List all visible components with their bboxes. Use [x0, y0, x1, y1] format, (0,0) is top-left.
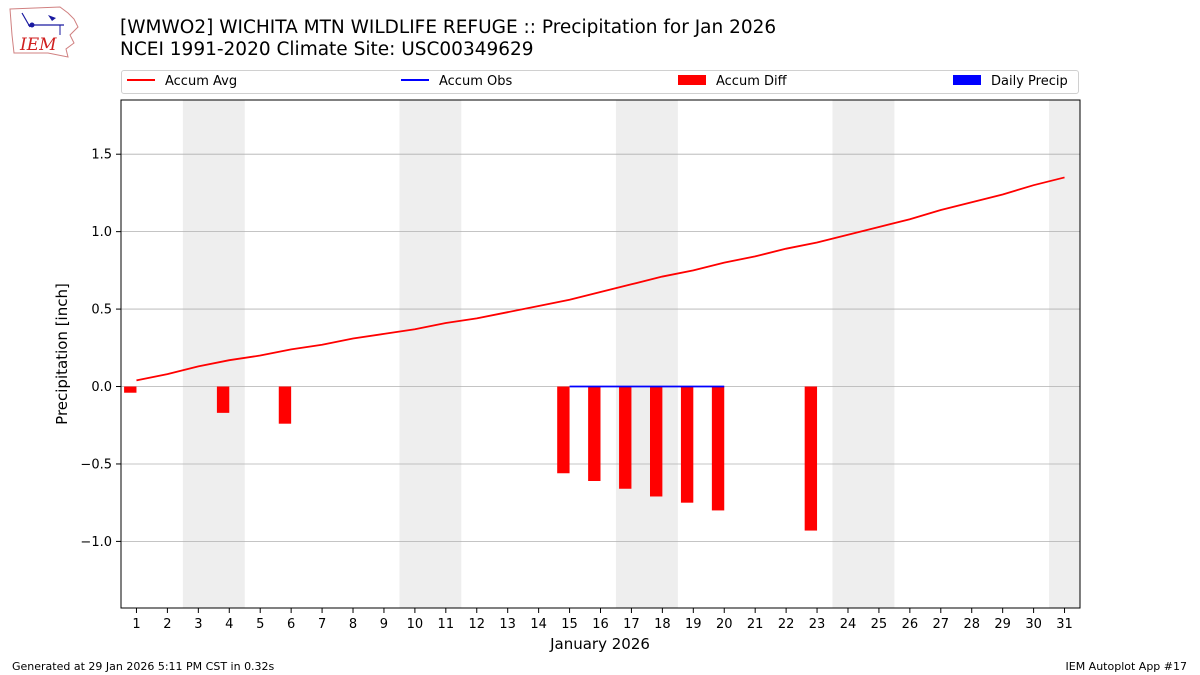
- x-tick-label: 21: [747, 617, 764, 632]
- legend-item-accum-obs: Accum Obs: [401, 74, 512, 89]
- y-tick-label: 0.5: [91, 303, 112, 318]
- y-tick-label: 1.0: [91, 225, 112, 240]
- footer-app: IEM Autoplot App #17: [1065, 660, 1188, 673]
- y-tick-label: 0.0: [91, 380, 112, 395]
- x-axis-label: January 2026: [549, 635, 650, 653]
- weekend-shading: [182, 100, 1080, 608]
- bar-accum-diff: [557, 386, 570, 474]
- legend-label-accum-obs: Accum Obs: [439, 74, 513, 89]
- bar-accum-diff: [124, 386, 137, 393]
- chart-subtitle: NCEI 1991-2020 Climate Site: USC00349629: [120, 39, 534, 60]
- legend-label-daily-precip: Daily Precip: [991, 74, 1068, 89]
- x-tick-label: 31: [1056, 617, 1073, 632]
- y-tick-label: −0.5: [80, 457, 112, 472]
- x-tick-label: 16: [592, 617, 609, 632]
- bar-accum-diff: [680, 386, 694, 503]
- bar-accum-diff: [588, 386, 601, 481]
- y-tick-label: −1.0: [80, 535, 112, 550]
- bar-accum-diff: [619, 386, 632, 489]
- x-tick-label: 4: [225, 617, 233, 632]
- x-tick-label: 12: [468, 617, 485, 632]
- weekend-band: [399, 100, 462, 608]
- bar-accum-diff: [649, 386, 663, 497]
- legend-item-accum-avg: Accum Avg: [127, 74, 237, 89]
- legend-swatch-accum-avg: [127, 78, 155, 81]
- x-tick-label: 1: [132, 617, 140, 632]
- y-axis-ticks: −1.0 −0.5 0.0 0.5 1.0 1.5: [80, 148, 121, 550]
- x-tick-label: 14: [530, 617, 547, 632]
- x-tick-label: 23: [809, 617, 826, 632]
- bar-accum-diff: [278, 386, 292, 424]
- series-lines: [136, 176, 1065, 388]
- x-tick-label: 15: [561, 617, 578, 632]
- x-tick-label: 9: [380, 617, 388, 632]
- legend: Accum Avg Accum Obs Accum Diff Daily Pre…: [121, 70, 1079, 94]
- x-tick-label: 6: [287, 617, 295, 632]
- legend-swatch-accum-obs: [401, 78, 429, 81]
- x-tick-label: 22: [778, 617, 795, 632]
- bar-accum-diff: [216, 386, 230, 413]
- legend-swatch-accum-diff: [678, 74, 706, 85]
- x-tick-label: 13: [499, 617, 516, 632]
- x-tick-label: 18: [654, 617, 671, 632]
- legend-item-accum-diff: Accum Diff: [678, 74, 787, 89]
- weekend-band: [615, 100, 678, 608]
- x-tick-label: 8: [349, 617, 357, 632]
- x-tick-label: 28: [963, 617, 980, 632]
- svg-text:IEM: IEM: [19, 35, 57, 55]
- x-tick-label: 17: [623, 617, 640, 632]
- x-tick-label: 30: [1025, 617, 1042, 632]
- line-accum-avg: [136, 176, 1065, 382]
- x-tick-label: 29: [994, 617, 1011, 632]
- chart-title: [WMWO2] WICHITA MTN WILDLIFE REFUGE :: P…: [120, 17, 777, 38]
- x-tick-label: 11: [438, 617, 455, 632]
- accum-diff-bars: [124, 386, 818, 531]
- x-tick-label: 20: [716, 617, 733, 632]
- legend-item-daily-precip: Daily Precip: [953, 74, 1068, 89]
- x-axis-ticks: 1 2 3 4 5 6 7 8 9 10 11 12 13 14 15 16 17 18 19 20 21 22 23 24 2…: [132, 608, 1073, 632]
- bar-accum-diff: [711, 386, 725, 511]
- x-tick-label: 10: [407, 617, 424, 632]
- weekend-band: [832, 100, 895, 608]
- x-tick-label: 7: [318, 617, 326, 632]
- iem-logo: IEM: [9, 6, 79, 58]
- x-tick-label: 3: [194, 617, 202, 632]
- legend-swatch-daily-precip: [953, 74, 981, 85]
- footer-generated: Generated at 29 Jan 2026 5:11 PM CST in …: [12, 660, 275, 673]
- x-tick-label: 26: [902, 617, 919, 632]
- x-tick-label: 27: [933, 617, 950, 632]
- x-tick-label: 24: [840, 617, 857, 632]
- x-tick-label: 25: [871, 617, 888, 632]
- x-tick-label: 19: [685, 617, 702, 632]
- legend-label-accum-diff: Accum Diff: [716, 74, 787, 89]
- y-axis-label: Precipitation [inch]: [53, 283, 71, 425]
- weekend-band: [1049, 100, 1080, 608]
- bar-accum-diff: [804, 386, 818, 531]
- x-tick-label: 2: [163, 617, 171, 632]
- legend-label-accum-avg: Accum Avg: [165, 74, 238, 89]
- y-tick-label: 1.5: [91, 148, 112, 163]
- weekend-band: [182, 100, 245, 608]
- x-tick-label: 5: [256, 617, 264, 632]
